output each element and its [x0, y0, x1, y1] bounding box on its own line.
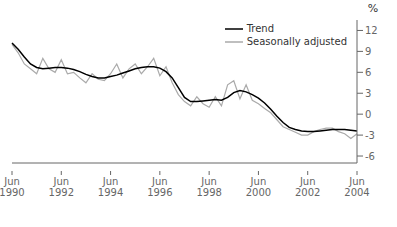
svg-text:Jun2002: Jun2002	[295, 176, 320, 198]
svg-text:0: 0	[365, 109, 371, 120]
svg-text:Jun1994: Jun1994	[98, 176, 123, 198]
html-text:Trend: Trend	[246, 23, 275, 34]
svg-text:%: %	[368, 2, 378, 15]
svg-text:-6: -6	[365, 151, 375, 162]
svg-text:Jun1998: Jun1998	[196, 176, 221, 198]
svg-text:6: 6	[365, 67, 371, 78]
svg-text:-3: -3	[365, 130, 375, 141]
html-text:Seasonally adjusted: Seasonally adjusted	[246, 36, 347, 47]
svg-text:12: 12	[365, 25, 378, 36]
svg-text:3: 3	[365, 88, 371, 99]
svg-text:Jun1990: Jun1990	[0, 176, 25, 198]
svg-text:9: 9	[365, 46, 371, 57]
svg-text:Jun1992: Jun1992	[49, 176, 74, 198]
svg-text:Jun2000: Jun2000	[246, 176, 271, 198]
svg-text:Jun1996: Jun1996	[147, 176, 172, 198]
svg-text:Jun2004: Jun2004	[344, 176, 369, 198]
